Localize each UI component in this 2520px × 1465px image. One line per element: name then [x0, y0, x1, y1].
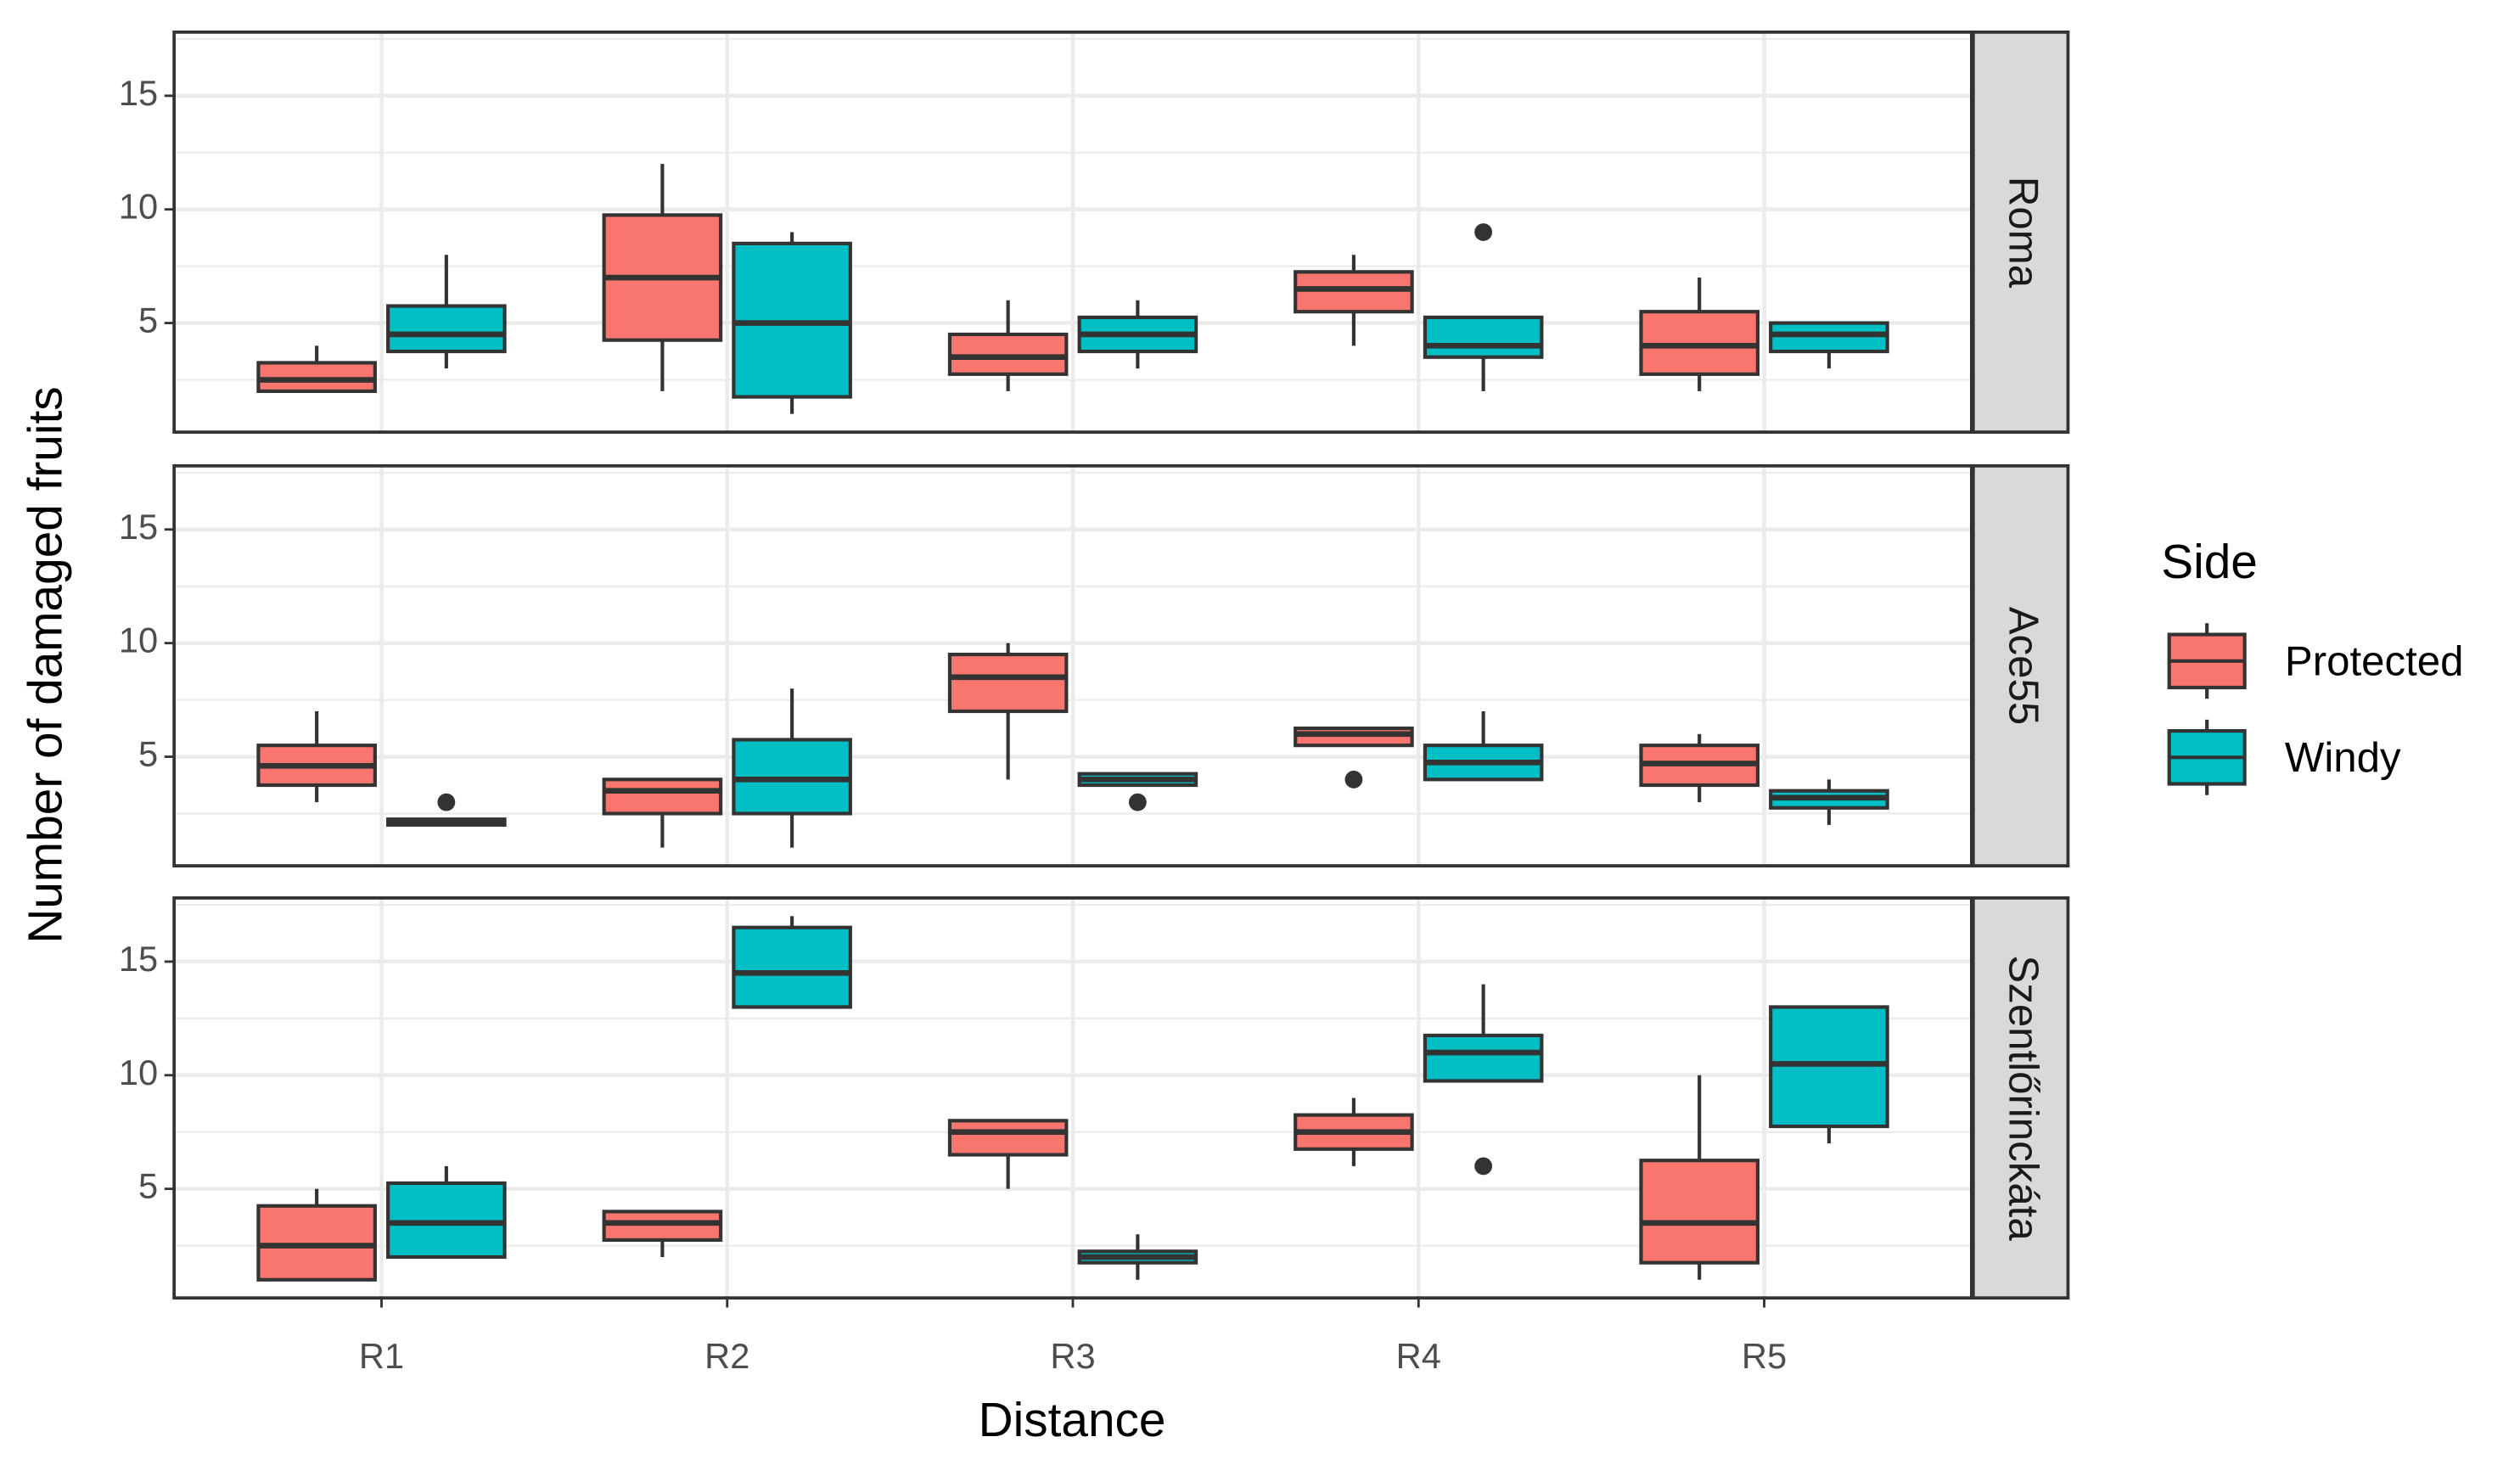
box	[256, 361, 377, 393]
y-tick-label: 15	[119, 939, 158, 979]
strip-label: Ace55	[2001, 607, 2047, 725]
box	[1769, 1005, 1889, 1129]
y-tick-label: 10	[119, 620, 158, 660]
y-axis-title: Number of damaged fruits	[20, 386, 73, 943]
box	[947, 1119, 1069, 1157]
box	[732, 738, 852, 816]
box	[1294, 727, 1414, 748]
x-axis-title: Distance	[979, 1394, 1166, 1447]
outlier	[1474, 1157, 1493, 1176]
outlier	[1344, 770, 1363, 789]
box	[1423, 315, 1544, 359]
box	[602, 777, 723, 816]
box	[1639, 310, 1760, 376]
legend-label: Windy	[2285, 734, 2401, 781]
box	[256, 1204, 377, 1282]
legend-label: Protected	[2285, 638, 2464, 685]
y-tick-label: 10	[119, 1052, 158, 1092]
x-tick-label: R3	[1050, 1336, 1095, 1376]
box	[732, 925, 852, 1009]
y-tick-label: 15	[119, 507, 158, 547]
legend-title: Side	[2161, 536, 2258, 589]
box	[1294, 270, 1414, 314]
strip	[1971, 463, 2070, 867]
box	[386, 304, 507, 354]
outlier	[1474, 223, 1493, 241]
y-tick-label: 5	[138, 300, 158, 340]
box	[732, 241, 852, 399]
outlier	[437, 793, 456, 811]
x-tick-label: R2	[704, 1336, 749, 1376]
box	[1769, 321, 1889, 354]
x-tick-label: R4	[1396, 1336, 1441, 1376]
outlier	[1128, 793, 1147, 811]
box	[1423, 1033, 1544, 1083]
strip-label: Szentlőrinckáta	[2001, 955, 2047, 1241]
box	[1639, 1159, 1760, 1265]
strip-label: Roma	[2001, 177, 2047, 289]
y-tick-label: 5	[138, 1166, 158, 1206]
y-tick-label: 15	[119, 73, 158, 113]
y-tick-label: 5	[138, 734, 158, 774]
box	[386, 1181, 507, 1260]
strip	[1971, 896, 2070, 1300]
x-tick-label: R5	[1742, 1336, 1787, 1376]
x-tick-label: R1	[359, 1336, 404, 1376]
strip	[1971, 30, 2070, 434]
y-tick-label: 10	[119, 187, 158, 227]
box	[947, 652, 1069, 714]
box	[947, 332, 1069, 376]
box	[602, 1210, 723, 1242]
